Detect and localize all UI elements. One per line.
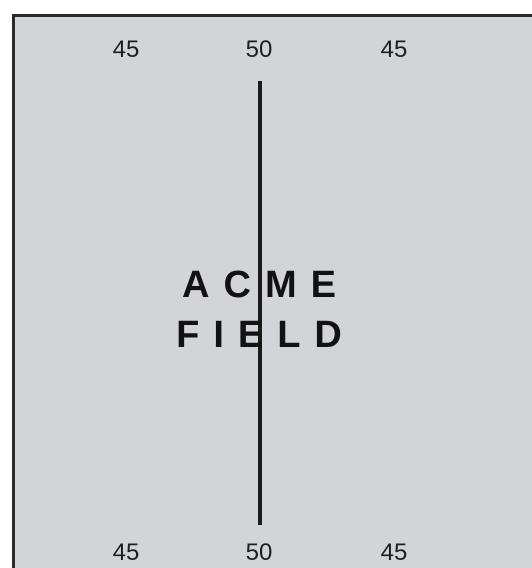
yard-number-bottom-center: 50 [245,539,273,566]
yard-number-bottom-left: 45 [112,539,140,566]
yard-number-top-center: 50 [245,36,273,63]
football-field [12,14,532,568]
yard-number-top-left: 45 [112,36,140,63]
yard-number-bottom-right: 45 [380,539,408,566]
midfield-logo-line1: ACME [182,264,350,306]
midfield-logo-line2: FIELD [176,314,356,356]
yard-number-top-right: 45 [380,36,408,63]
fifty-yard-line [258,81,262,525]
